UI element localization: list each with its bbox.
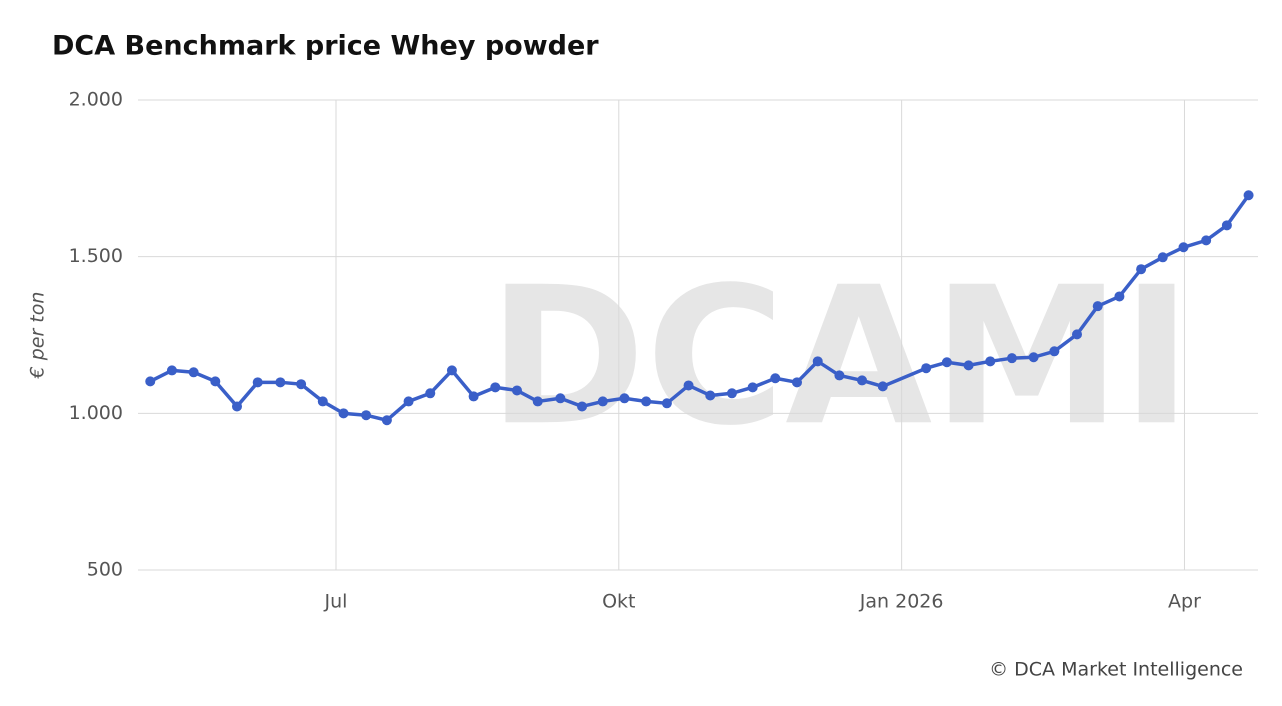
point — [661, 398, 672, 409]
point — [726, 388, 737, 399]
point — [791, 377, 802, 388]
point — [468, 391, 479, 402]
point — [941, 357, 952, 368]
y-axis-title: € per ton — [27, 292, 49, 380]
point — [921, 363, 932, 374]
y-tick-label: 500 — [87, 559, 123, 581]
point — [812, 356, 823, 367]
point — [555, 393, 566, 404]
point — [963, 360, 974, 371]
point — [275, 377, 286, 388]
point — [641, 396, 652, 407]
point — [1114, 291, 1125, 302]
y-tick-label: 1.500 — [69, 245, 123, 267]
point — [1157, 252, 1168, 263]
point — [1243, 190, 1254, 201]
x-tick-label: Apr — [1168, 591, 1201, 613]
point — [1178, 242, 1189, 253]
watermark: DCAMI — [488, 246, 1192, 467]
point — [1092, 301, 1103, 312]
point — [381, 415, 392, 426]
point — [425, 388, 436, 399]
point — [770, 373, 781, 384]
point — [597, 396, 608, 407]
point — [985, 356, 996, 367]
point — [1049, 346, 1060, 357]
y-tick-label: 2.000 — [69, 89, 123, 111]
point — [188, 367, 199, 378]
point — [619, 393, 630, 404]
point — [1201, 235, 1212, 246]
point — [511, 385, 522, 396]
point — [252, 377, 263, 388]
point — [1006, 353, 1017, 364]
point — [145, 376, 156, 387]
point — [857, 375, 868, 386]
point — [747, 382, 758, 393]
point — [1136, 264, 1147, 275]
point — [1071, 329, 1082, 340]
point — [705, 390, 716, 401]
x-tick-label: Jan 2026 — [859, 591, 944, 613]
chart-title: DCA Benchmark price Whey powder — [52, 31, 599, 62]
y-tick-label: 1.000 — [69, 402, 123, 424]
x-tick-label: Okt — [602, 591, 635, 613]
point — [446, 365, 457, 376]
x-tick-label: Jul — [324, 591, 348, 613]
point — [361, 410, 372, 421]
point — [490, 382, 501, 393]
point — [296, 379, 307, 390]
point — [1221, 220, 1232, 231]
point — [834, 370, 845, 381]
point — [338, 408, 349, 419]
point — [210, 376, 221, 387]
point — [231, 401, 242, 412]
point — [532, 396, 543, 407]
point — [577, 401, 588, 412]
point — [683, 380, 694, 391]
point — [1028, 352, 1039, 363]
point — [166, 365, 177, 376]
source: © DCA Market Intelligence — [989, 659, 1243, 681]
point — [403, 396, 414, 407]
point — [877, 381, 888, 392]
point — [317, 396, 328, 407]
